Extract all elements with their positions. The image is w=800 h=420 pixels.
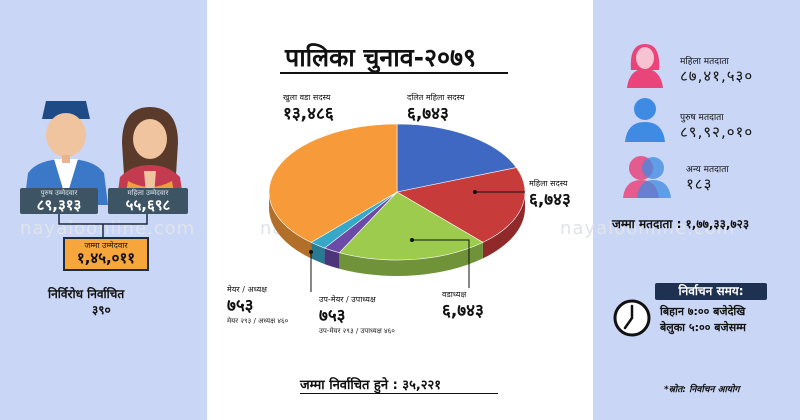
pie-chart: दलित महिला सदस्य ६,७४३ महिला सदस्य ६,७४३ वडा… — [227, 92, 571, 335]
pie-note-4: मेयर २९३ / अध्यक्ष ४६० — [227, 316, 289, 325]
right-panel — [593, 0, 800, 420]
male-voter-icon — [625, 98, 665, 142]
pie-side-4 — [311, 242, 325, 265]
pie-side-2 — [339, 242, 483, 276]
female-candidates-value: ५५,६९८ — [125, 196, 171, 214]
pie-label-0: दलित महिला सदस्य — [407, 92, 465, 102]
pie-label-2: वडाध्यक्ष — [442, 290, 466, 299]
election-start-time: बिहान ७:०० बजेदेखि — [660, 305, 746, 318]
female-candidates-label: महिला उम्मेदवार — [127, 189, 169, 197]
pie-value-2: ६,७४३ — [442, 301, 484, 321]
male-candidates-badge: पुरुष उम्मेदवार ८९,३१३ — [20, 188, 98, 214]
watermark: nayaloonline.com — [560, 218, 736, 239]
pie-slice-5 — [268, 123, 398, 243]
total-voters: जम्मा मतदाता : १,७७,३३,७२३ — [612, 217, 750, 231]
pie-label-1: महिला सदस्य — [529, 178, 568, 188]
female-candidates-badge: महिला उम्मेदवार ५५,६९८ — [108, 188, 188, 214]
election-end-time: बेलुका ५:०० बजेसम्म — [660, 321, 746, 334]
pie-note-3: उप-मेयर २९३ / उपाध्यक्ष ४६० — [319, 326, 395, 335]
unopposed-value: ३९० — [92, 303, 111, 317]
male-candidates-value: ८९,३१३ — [36, 196, 82, 214]
other-voter-icon — [623, 156, 671, 198]
female-voters-label: महिला मतदाता — [680, 57, 729, 67]
pie-slice-0 — [396, 123, 517, 193]
pie-leader-dot-3 — [309, 250, 313, 254]
pie-slice-2 — [338, 191, 484, 261]
title-underline — [280, 72, 508, 74]
pie-side-3 — [324, 248, 340, 269]
pie-label-3: उप-मेयर / उपाध्यक्ष — [319, 294, 376, 304]
pie-value-5: १३,४८६ — [283, 104, 334, 124]
election-time-caption: निर्वाचन समय: — [655, 283, 767, 300]
unopposed-label: निर्विरोध निर्वाचित — [48, 287, 125, 301]
pie-leader-dot-2 — [410, 238, 414, 242]
pie-value-4: ७५३ — [227, 296, 254, 316]
pie-side-5 — [269, 192, 312, 259]
pie-side-1 — [482, 192, 525, 259]
total-candidates-label: जम्मा उम्मेदवार — [84, 241, 128, 250]
pie-label-4: मेयर / अध्यक्ष — [227, 284, 267, 294]
pie-leader-2 — [412, 239, 470, 288]
total-underline — [300, 393, 498, 394]
source-note: *स्रोत: निर्वाचन आयोग — [664, 385, 740, 395]
total-candidates-value: १,४५,०११ — [76, 249, 136, 267]
clock-icon — [613, 299, 651, 337]
pie-value-3: ७५३ — [319, 306, 346, 326]
pie-label-5: खुला वडा सदस्य — [283, 93, 331, 103]
female-voters-value: ८७,४१,५३० — [680, 67, 754, 85]
page-title: पालिका चुनाव-२०७९ — [285, 43, 476, 72]
male-voters-label: पुरुष मतदाता — [680, 113, 724, 123]
male-candidates-label: पुरुष उम्मेदवार — [40, 189, 78, 197]
pie-value-1: ६,७४३ — [529, 190, 571, 210]
connector-lines — [58, 214, 148, 237]
pie-slice-1 — [396, 167, 526, 243]
female-voter-icon — [627, 44, 663, 88]
other-voters-value: १८३ — [686, 175, 713, 193]
pie-value-0: ६,७४३ — [407, 104, 449, 124]
other-voters-label: अन्य मतदाता — [686, 165, 729, 175]
total-candidates-box: जम्मा उम्मेदवार १,४५,०११ — [63, 237, 149, 271]
male-voters-value: ८९,९२,०१० — [680, 123, 754, 141]
pie-leader-dot-1 — [473, 190, 477, 194]
total-elected-label: जम्मा निर्वाचित हुने : ३५,२२१ — [300, 378, 442, 393]
